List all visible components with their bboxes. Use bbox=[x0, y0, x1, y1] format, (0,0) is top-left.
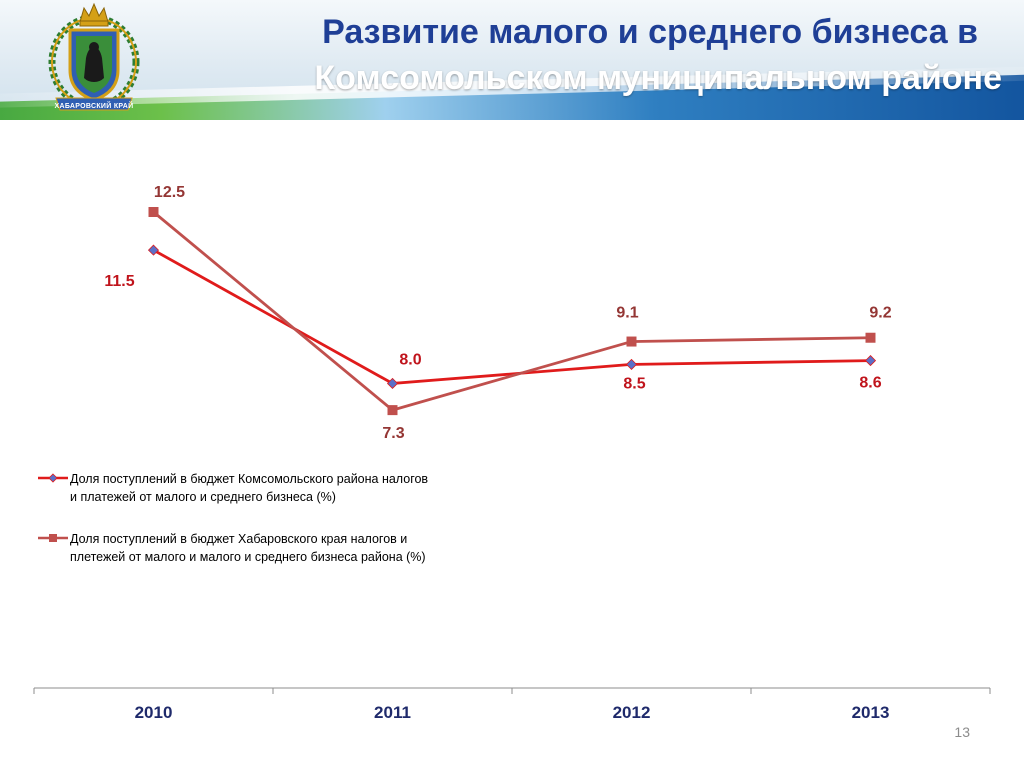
data-label: 11.5 bbox=[104, 273, 134, 290]
data-label: 8.0 bbox=[399, 351, 421, 368]
legend-label-2-line-1: Доля поступлений в бюджет Хабаровского к… bbox=[70, 532, 408, 546]
data-label: 8.6 bbox=[859, 375, 881, 392]
data-point bbox=[387, 405, 398, 416]
page-number: 13 bbox=[954, 724, 970, 740]
series-line bbox=[152, 210, 871, 412]
line-chart: 2010 2011 2012 2013 11.5 8.0 8.5 8.6 12.5 7.3 9.1 9… bbox=[33, 184, 991, 722]
data-label: 12.5 bbox=[154, 184, 185, 201]
data-point bbox=[147, 244, 160, 256]
data-label: 9.1 bbox=[616, 305, 638, 322]
data-point bbox=[625, 358, 638, 370]
data-label: 7.3 bbox=[382, 425, 404, 442]
slide-title-line-1: Развитие малого и среднего бизнеса в bbox=[322, 13, 978, 51]
legend-label-1-line-2: и платежей от малого и среднего бизнеса … bbox=[70, 490, 336, 504]
x-tick-label: 2013 bbox=[852, 703, 890, 722]
legend-label-1-line-1: Доля поступлений в бюджет Комсомольского… bbox=[70, 472, 429, 486]
x-tick-label: 2012 bbox=[613, 703, 651, 722]
data-point bbox=[865, 332, 876, 343]
legend-label-1: Доля поступлений в бюджет Комсомольского… bbox=[70, 470, 490, 506]
legend-swatch-diamond-icon bbox=[38, 473, 68, 483]
slide-header: ХАБАРОВСКИЙ КРАЙ Развитие малого и средн… bbox=[0, 0, 1024, 120]
emblem-caption: ХАБАРОВСКИЙ КРАЙ bbox=[54, 103, 134, 110]
x-tick-label: 2011 bbox=[374, 703, 411, 722]
x-tick-label: 2010 bbox=[135, 703, 173, 722]
legend-label-2-line-2: плетежей от малого и малого и среднего б… bbox=[70, 550, 426, 564]
data-point bbox=[148, 207, 159, 217]
legend-label-2: Доля поступлений в бюджет Хабаровского к… bbox=[70, 530, 490, 566]
series-line bbox=[152, 248, 871, 385]
coat-of-arms-emblem: ХАБАРОВСКИЙ КРАЙ bbox=[42, 0, 146, 118]
data-point bbox=[626, 336, 637, 347]
slide-title-line-2: Комсомольском муниципальном районе bbox=[314, 59, 1002, 97]
legend-swatch-square-icon bbox=[38, 534, 68, 542]
data-label: 9.2 bbox=[869, 305, 891, 322]
data-label: 8.5 bbox=[623, 375, 645, 392]
data-point bbox=[864, 355, 877, 367]
data-point bbox=[386, 377, 399, 390]
